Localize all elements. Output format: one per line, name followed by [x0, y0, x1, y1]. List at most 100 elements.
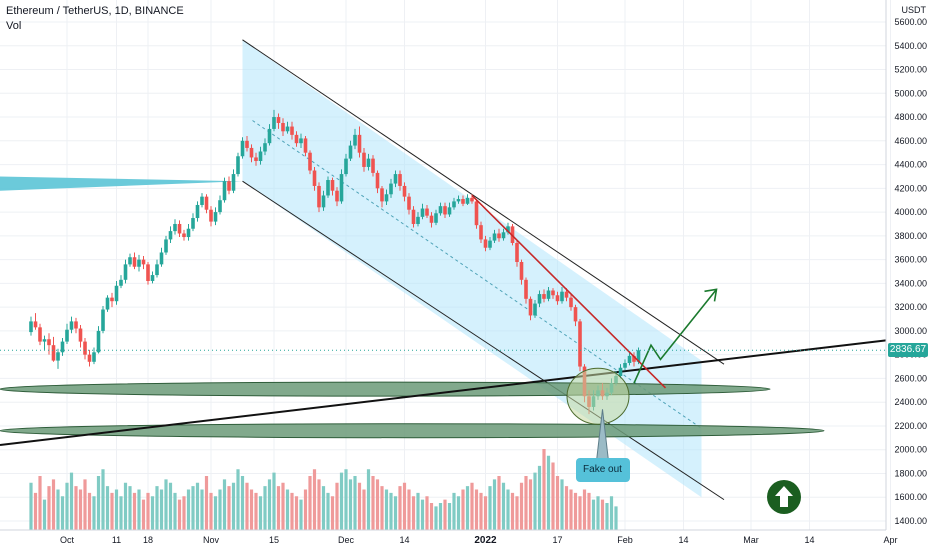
- candle: [78, 324, 83, 348]
- candle-body: [623, 362, 627, 368]
- candle-body: [56, 352, 60, 361]
- candle-body: [249, 147, 254, 158]
- candle-body: [299, 138, 303, 144]
- candle: [231, 169, 236, 194]
- volume-bar: [420, 499, 425, 530]
- volume-bar: [308, 476, 312, 530]
- volume-bar: [119, 496, 123, 530]
- candle: [443, 202, 447, 219]
- candle: [254, 152, 258, 166]
- x-tick-label: 17: [552, 535, 562, 545]
- volume-bar: [546, 455, 551, 530]
- candle: [483, 235, 488, 252]
- candle-body: [33, 321, 38, 328]
- candle-body: [470, 197, 474, 202]
- volume-bar: [69, 472, 74, 530]
- candle: [87, 349, 92, 367]
- candle: [366, 153, 371, 171]
- candle: [632, 352, 636, 367]
- volume-bar: [393, 496, 398, 530]
- candle-body: [123, 264, 128, 280]
- volume-bar: [92, 496, 96, 530]
- candle: [236, 152, 240, 177]
- candle-body: [308, 152, 312, 171]
- candle: [353, 128, 357, 150]
- x-tick-label: Dec: [338, 535, 355, 545]
- candle: [240, 137, 245, 159]
- candle-body: [398, 174, 402, 186]
- candle-body: [272, 117, 276, 129]
- volume-bar: [515, 496, 519, 530]
- candle-body: [452, 201, 456, 208]
- support-zone-lower: [0, 423, 825, 439]
- candle: [452, 197, 456, 210]
- candle: [128, 253, 132, 267]
- volume-bar: [191, 486, 195, 530]
- candle: [321, 190, 326, 211]
- candle-body: [533, 303, 537, 316]
- candle: [74, 317, 78, 334]
- y-tick-label: 1400.00: [894, 516, 927, 526]
- candle-body: [290, 126, 294, 135]
- volume-bar: [78, 489, 83, 530]
- candle-body: [353, 134, 357, 146]
- candle-body: [362, 152, 366, 167]
- volume-bar: [456, 496, 461, 530]
- candle-body: [416, 216, 420, 224]
- volume-bar: [533, 472, 537, 530]
- candle: [204, 194, 209, 214]
- candle: [312, 166, 317, 191]
- candle: [326, 176, 330, 198]
- volume-bar: [411, 496, 416, 530]
- volume-bar: [402, 482, 407, 530]
- volume-bar: [137, 489, 141, 530]
- candle-body: [236, 156, 240, 175]
- candle: [119, 275, 123, 289]
- volume-bar: [173, 492, 177, 530]
- candle-body: [146, 264, 150, 282]
- candle-body: [564, 291, 569, 298]
- y-tick-label: 3600.00: [894, 255, 927, 265]
- volume-bar: [47, 486, 51, 530]
- candle-body: [501, 232, 506, 239]
- volume-bar: [164, 479, 168, 530]
- candle-body: [339, 174, 344, 202]
- volume-bar: [389, 492, 393, 530]
- support-zone-upper: [0, 381, 771, 397]
- candle: [281, 118, 285, 137]
- candle: [623, 359, 627, 371]
- y-tick-label: 2200.00: [894, 421, 927, 431]
- candle: [263, 138, 267, 156]
- volume-bar: [470, 482, 474, 530]
- volume-bar: [573, 492, 578, 530]
- candle-body: [105, 297, 110, 310]
- candle: [524, 277, 528, 304]
- volume-bar: [249, 489, 254, 530]
- candle: [555, 291, 560, 305]
- candle: [546, 286, 551, 302]
- candle-body: [506, 226, 510, 233]
- candle-body: [263, 143, 267, 152]
- y-tick-label: 4000.00: [894, 207, 927, 217]
- volume-bar: [330, 496, 335, 530]
- candle: [173, 219, 177, 235]
- y-tick-label: 5200.00: [894, 65, 927, 75]
- volume-bar: [317, 479, 321, 530]
- candle-body: [150, 275, 155, 282]
- volume-bar: [200, 489, 204, 530]
- y-tick-label: 3200.00: [894, 302, 927, 312]
- volume-bar: [434, 506, 438, 530]
- candle: [578, 319, 582, 372]
- volume-bar: [569, 489, 573, 530]
- candle: [60, 338, 65, 356]
- candle-body: [200, 196, 204, 205]
- candle-body: [573, 307, 578, 322]
- candle: [92, 347, 96, 365]
- candle-body: [524, 279, 528, 299]
- volume-bar: [357, 482, 362, 530]
- volume-bar: [366, 469, 371, 530]
- volume-bar: [101, 469, 105, 530]
- candle-body: [254, 157, 258, 162]
- volume-bar: [362, 489, 366, 530]
